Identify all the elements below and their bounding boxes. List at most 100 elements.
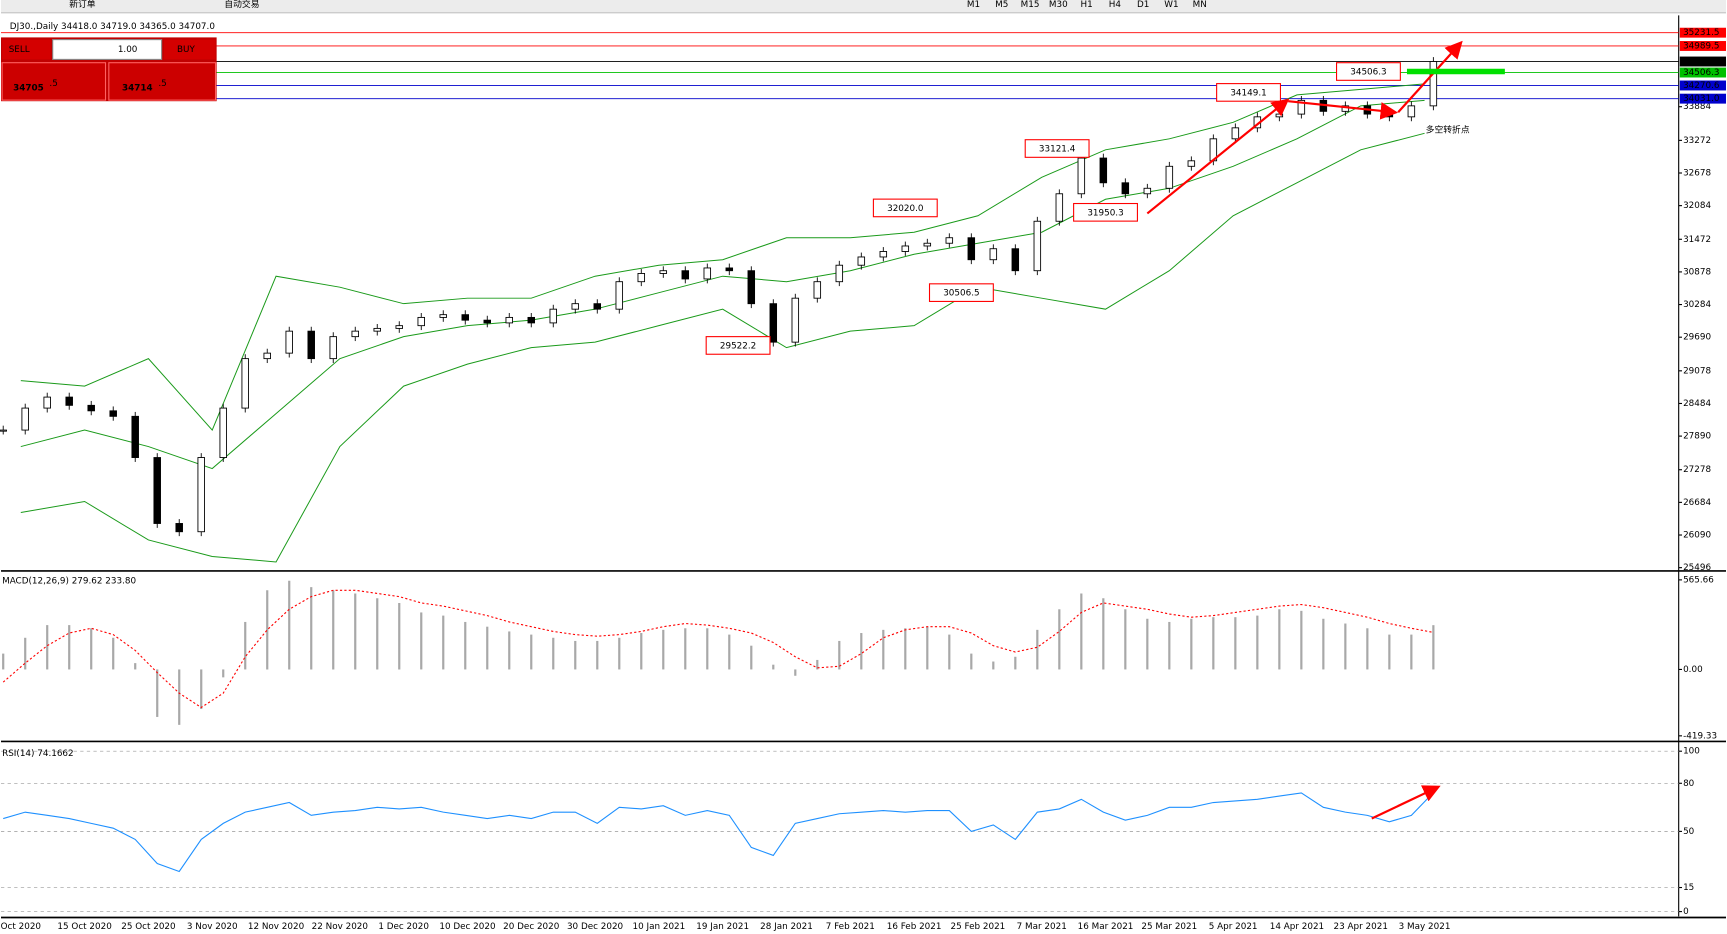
- timeframe-button[interactable]: W1: [1164, 0, 1178, 10]
- candle-body: [373, 327, 381, 332]
- x-tick-label: 16 Mar 2021: [1078, 922, 1134, 932]
- candle-body: [1121, 182, 1130, 195]
- sell-label[interactable]: SELL: [9, 45, 30, 55]
- sell-button[interactable]: [2, 39, 51, 60]
- y-tick-label: 26684: [1683, 498, 1711, 508]
- lots-input[interactable]: [52, 39, 163, 60]
- sell-price: 34705: [13, 84, 44, 94]
- buy-fraction: .5: [158, 79, 166, 89]
- buy-price: 34714: [122, 84, 153, 94]
- candle-body: [307, 330, 315, 360]
- candle-body: [1297, 99, 1306, 115]
- x-tick-label: 10 Dec 2020: [439, 922, 496, 932]
- macd-title: MACD(12,26,9) 279.62 233.80: [2, 576, 136, 586]
- x-tick-label: 3 Nov 2020: [187, 922, 238, 932]
- annotation-label: 29522.2: [720, 341, 756, 351]
- arrow: [1146, 98, 1290, 215]
- candle-body: [175, 523, 183, 533]
- macd-signal: [2, 589, 1434, 709]
- timeframe-button[interactable]: MN: [1193, 0, 1207, 10]
- price-level-label: 34989.5: [1683, 41, 1719, 51]
- candle-body: [857, 256, 866, 266]
- annotation-box: [928, 283, 994, 302]
- annotation-label: 34506.3: [1350, 68, 1386, 78]
- chart-window: [1, 13, 1726, 934]
- price-level-label: 34270.6: [1683, 81, 1720, 91]
- candle-body: [505, 316, 514, 324]
- price-level-label: 34707.0: [1683, 57, 1720, 67]
- price-level-label: 34506.3: [1683, 68, 1719, 78]
- x-tick-label: 7 Feb 2021: [826, 922, 875, 932]
- x-tick-label: 5 Apr 2021: [1209, 922, 1258, 932]
- candle-body: [945, 237, 954, 244]
- candle-body: [285, 330, 293, 354]
- bollinger-upper: [20, 83, 1425, 431]
- annotation-label: 30506.5: [943, 289, 979, 299]
- timeframe-button[interactable]: M5: [995, 0, 1008, 10]
- candle-body: [769, 303, 778, 343]
- y-tick-label: 29690: [1683, 333, 1711, 343]
- buy-label[interactable]: BUY: [177, 45, 195, 55]
- y-tick-label: 32678: [1683, 169, 1711, 179]
- candle-body: [725, 267, 734, 272]
- annotation-box: [1216, 83, 1281, 102]
- candle-body: [835, 264, 844, 283]
- x-tick-label: 12 Nov 2020: [248, 922, 305, 932]
- candle-body: [1055, 193, 1064, 222]
- annotation-box: [1336, 62, 1401, 81]
- candle-body: [197, 457, 205, 533]
- y-tick-label: 33272: [1683, 136, 1711, 146]
- candle-body: [593, 303, 602, 310]
- y-tick-label: 15: [1683, 883, 1694, 893]
- timeframe-button[interactable]: M1: [967, 0, 980, 10]
- y-tick-label: 30284: [1683, 300, 1711, 310]
- candle-body: [109, 410, 117, 417]
- rsi-line: [3, 792, 1434, 873]
- candle-body: [1077, 157, 1086, 195]
- candle-body: [615, 281, 624, 310]
- price-level-tag: [1679, 80, 1726, 91]
- sell-price-box[interactable]: [1, 62, 107, 101]
- price-level-tag: [1679, 67, 1726, 78]
- timeframe-button[interactable]: H1: [1080, 0, 1092, 10]
- candle-body: [747, 270, 756, 305]
- candle-body: [65, 396, 73, 406]
- candle-body: [659, 270, 668, 274]
- candle-body: [571, 303, 580, 310]
- candle-body: [461, 314, 469, 321]
- timeframe-button[interactable]: M30: [1049, 0, 1068, 10]
- y-tick-label: 27890: [1683, 432, 1711, 442]
- annotation-box: [872, 198, 938, 218]
- candle-body: [1011, 248, 1020, 272]
- x-tick-label: 25 Feb 2021: [951, 922, 1006, 932]
- toolbar-button[interactable]: 自动交易: [224, 0, 259, 10]
- candle-body: [1231, 127, 1240, 140]
- price-level-tag: [1679, 27, 1726, 38]
- annotation-box: [1073, 202, 1138, 222]
- x-tick-label: 1 Dec 2020: [378, 922, 429, 932]
- x-tick-label: 28 Jan 2021: [760, 922, 813, 932]
- timeframe-button[interactable]: D1: [1137, 0, 1149, 10]
- candle-body: [989, 248, 998, 261]
- candle-body: [263, 352, 271, 360]
- price-level-label: 34031.0: [1683, 94, 1720, 104]
- buy-button[interactable]: [163, 39, 216, 60]
- candle-body: [153, 457, 161, 524]
- candle-body: [131, 415, 139, 458]
- x-tick-label: 7 Mar 2021: [1017, 922, 1067, 932]
- candle-body: [241, 358, 249, 409]
- candle-body: [1033, 220, 1042, 272]
- y-tick-label: 25496: [1683, 563, 1711, 573]
- candle-body: [527, 316, 536, 324]
- trade-panel: SELL 1.00 BUY 34705 .5 34714 .5: [1, 37, 217, 102]
- timeframe-button[interactable]: H4: [1109, 0, 1122, 10]
- y-tick-label: 565.66: [1683, 575, 1714, 585]
- candle-body: [483, 319, 492, 324]
- buy-price-box[interactable]: [108, 62, 217, 101]
- candle-body: [923, 242, 932, 247]
- arrow: [1397, 40, 1463, 113]
- timeframe-button[interactable]: M15: [1021, 0, 1040, 10]
- toolbar-button[interactable]: 新订单: [69, 0, 96, 10]
- candle-body: [1429, 61, 1438, 107]
